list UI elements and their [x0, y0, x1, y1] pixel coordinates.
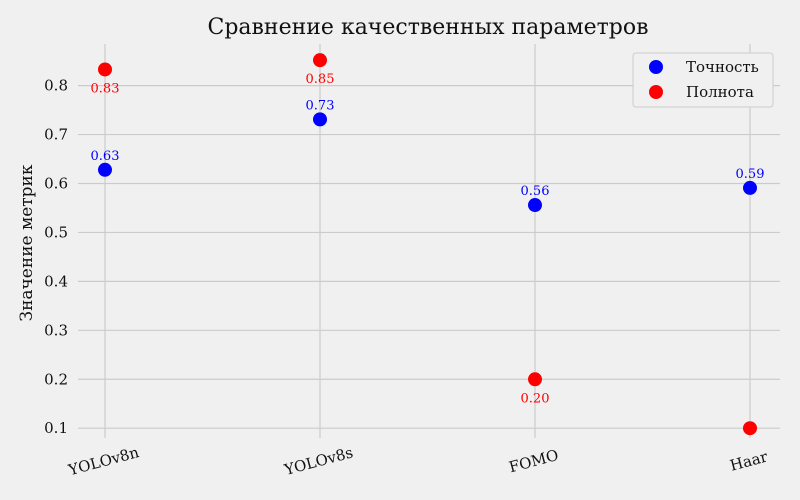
y-tick-label: 0.8 — [44, 77, 68, 95]
y-tick-label: 0.6 — [44, 174, 68, 192]
data-label-precision: 0.63 — [91, 149, 120, 164]
point-precision — [743, 180, 757, 195]
x-tick-label: Haar — [728, 447, 770, 474]
grid — [78, 44, 780, 438]
legend-marker-recall — [649, 85, 663, 99]
y-tick-label: 0.5 — [44, 223, 68, 241]
y-tick-label: 0.1 — [44, 419, 68, 437]
point-recall — [743, 421, 757, 436]
point-recall — [98, 62, 112, 77]
data-label-precision: 0.73 — [306, 98, 335, 113]
point-recall — [313, 53, 327, 68]
point-precision — [313, 112, 327, 127]
y-tick-label: 0.4 — [44, 272, 68, 290]
point-recall — [528, 372, 542, 387]
y-tick-label: 0.7 — [44, 126, 68, 144]
data-label-recall: 0.85 — [306, 72, 335, 87]
data-points — [98, 53, 757, 436]
legend-label-precision: Точность — [686, 58, 759, 76]
chart-title: Сравнение качественных параметров — [208, 15, 649, 40]
data-labels: 0.63 0.73 0.56 0.59 0.83 0.85 0.20 — [91, 72, 765, 406]
axis-ticks: 0.1 0.2 0.3 0.4 0.5 0.6 0.7 0.8 YOLOv8n YOLOv8s FO… — [44, 77, 770, 480]
y-tick-label: 0.2 — [44, 370, 68, 388]
legend: Точность Полнота — [632, 52, 774, 108]
x-tick-label: YOLOv8n — [66, 443, 142, 479]
data-label-recall: 0.20 — [521, 391, 550, 406]
data-label-recall: 0.83 — [91, 81, 120, 96]
x-tick-label: YOLOv8s — [282, 443, 355, 479]
point-precision — [98, 162, 112, 177]
legend-label-recall: Полнота — [686, 83, 754, 101]
legend-box — [632, 52, 774, 108]
x-tick-label: FOMO — [507, 446, 560, 476]
data-label-precision: 0.59 — [736, 167, 765, 182]
data-label-precision: 0.56 — [521, 184, 550, 199]
y-axis-label: Значение метрик — [17, 164, 37, 321]
y-tick-label: 0.3 — [44, 321, 68, 339]
legend-marker-precision — [649, 60, 663, 74]
point-precision — [528, 198, 542, 213]
